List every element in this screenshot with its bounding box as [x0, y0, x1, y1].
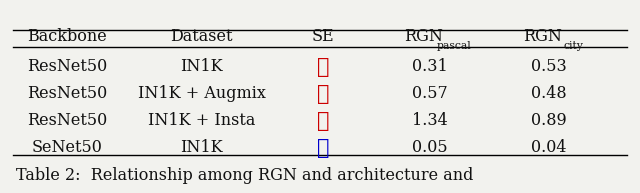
Text: city: city — [563, 41, 584, 51]
Text: 0.04: 0.04 — [531, 139, 567, 156]
Text: SeNet50: SeNet50 — [32, 139, 102, 156]
Text: ResNet50: ResNet50 — [27, 112, 108, 129]
Text: 0.53: 0.53 — [531, 58, 567, 75]
Text: ✗: ✗ — [317, 111, 330, 131]
Text: 0.31: 0.31 — [412, 58, 448, 75]
Text: Backbone: Backbone — [28, 28, 107, 45]
Text: IN1K + Insta: IN1K + Insta — [148, 112, 255, 129]
Text: RGN: RGN — [404, 28, 443, 45]
Text: pascal: pascal — [437, 41, 472, 51]
Text: 0.57: 0.57 — [412, 85, 448, 102]
Text: ✗: ✗ — [317, 84, 330, 104]
Text: Dataset: Dataset — [170, 28, 233, 45]
Text: 0.05: 0.05 — [412, 139, 448, 156]
Text: IN1K: IN1K — [180, 139, 223, 156]
Text: ✓: ✓ — [317, 138, 330, 158]
Text: ✗: ✗ — [317, 57, 330, 77]
Text: IN1K: IN1K — [180, 58, 223, 75]
Text: 0.48: 0.48 — [531, 85, 567, 102]
Text: 0.89: 0.89 — [531, 112, 567, 129]
Text: Table 2:  Relationship among RGN and architecture and: Table 2: Relationship among RGN and arch… — [16, 167, 474, 184]
Text: 1.34: 1.34 — [412, 112, 448, 129]
Text: ResNet50: ResNet50 — [27, 58, 108, 75]
Text: RGN: RGN — [524, 28, 562, 45]
Text: ResNet50: ResNet50 — [27, 85, 108, 102]
Text: SE: SE — [312, 28, 335, 45]
Text: IN1K + Augmix: IN1K + Augmix — [138, 85, 266, 102]
